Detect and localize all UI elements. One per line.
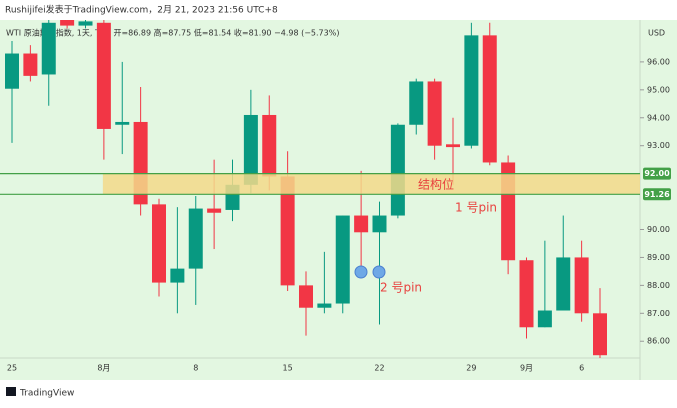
candle-body	[390, 124, 405, 216]
candle-body	[152, 204, 166, 283]
plot-background	[0, 20, 677, 380]
currency: USD	[648, 29, 665, 38]
pin-marker	[372, 265, 386, 279]
candle-body	[482, 35, 497, 163]
level-label: 92.00	[644, 169, 670, 178]
candle-body	[574, 257, 589, 314]
candle-body	[280, 176, 295, 286]
zone	[102, 173, 640, 195]
candle-body	[299, 285, 313, 308]
candle-body	[5, 53, 19, 89]
plot	[5, 20, 607, 358]
y-tick-label: 86.00	[647, 337, 670, 346]
pin-marker	[354, 265, 368, 279]
x-tick-label: 15	[283, 364, 293, 373]
candle-body	[593, 313, 607, 356]
candle-body	[317, 303, 332, 308]
x-tick-label: 8	[193, 364, 198, 373]
zone-label: 结构位	[418, 177, 454, 192]
level-label-box	[643, 188, 671, 201]
candle-body	[188, 208, 203, 269]
annotation: 2 号pin	[380, 281, 422, 295]
brand: TradingView	[19, 389, 74, 399]
candle-body	[262, 114, 277, 177]
candle-body	[78, 21, 93, 26]
x-tick-label: 6	[579, 364, 584, 373]
candle-body	[519, 260, 534, 328]
level-label: 91.26	[644, 190, 670, 199]
brand-logo	[6, 387, 16, 396]
y-tick-label: 93.00	[647, 141, 670, 150]
x-tick-label: 25	[7, 364, 17, 373]
candle-body	[60, 20, 75, 26]
candle-body	[409, 81, 424, 125]
candle-body	[41, 22, 56, 75]
candle-body	[243, 114, 258, 185]
y-tick-label: 88.00	[647, 281, 670, 290]
candle-body	[537, 310, 552, 328]
y-tick-label: 94.00	[647, 113, 670, 122]
candle-body	[464, 35, 479, 146]
y-tick-label: 96.00	[647, 57, 670, 66]
x-tick-label: 29	[466, 364, 476, 373]
candle-body	[96, 22, 111, 129]
annotation: 1 号pin	[455, 201, 497, 215]
candle-body	[23, 53, 38, 76]
candle-body	[556, 257, 571, 311]
level-label-box	[643, 167, 671, 180]
candle-body	[427, 81, 442, 146]
y-tick-label: 90.00	[647, 225, 670, 234]
candle-body	[446, 144, 460, 148]
header: Rushijifei发表于TradingView.com，2月 21, 2023…	[5, 4, 278, 16]
y-tick-label: 95.00	[647, 85, 670, 94]
legend: WTI 原油期货指数, 1天, TVC 开=86.89 高=87.75 低=81…	[6, 28, 339, 38]
y-tick-label: 87.00	[647, 309, 670, 318]
x-tick-label: 22	[374, 364, 384, 373]
y-tick-label: 89.00	[647, 253, 670, 262]
x-tick-label: 9月	[520, 364, 533, 373]
candle-body	[372, 215, 387, 233]
x-tick-label: 8月	[97, 364, 110, 373]
candle-body	[115, 121, 130, 125]
candle-body	[354, 215, 369, 233]
candle-body	[335, 215, 350, 304]
candle-body	[207, 208, 222, 213]
candle-body	[170, 268, 185, 283]
